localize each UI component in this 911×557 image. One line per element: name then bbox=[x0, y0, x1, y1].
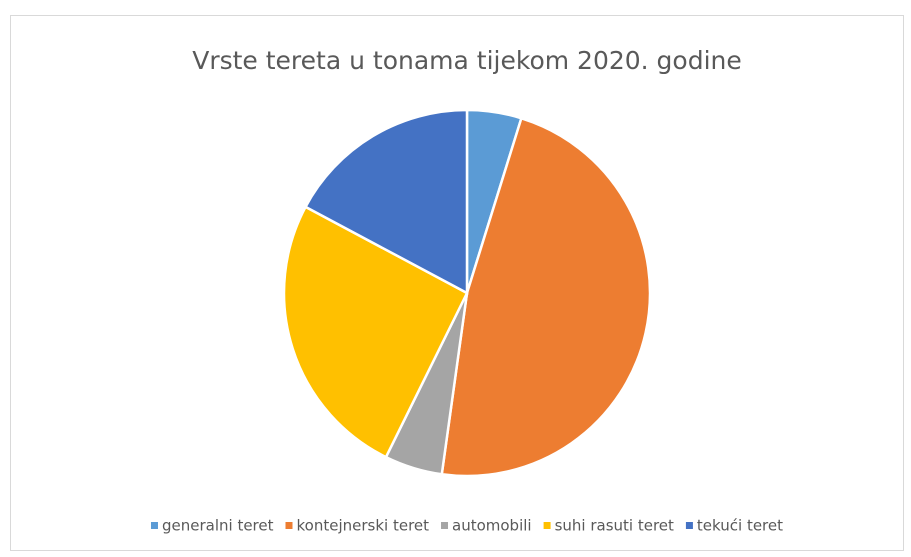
legend-label: kontejnerski teret bbox=[297, 517, 430, 535]
legend-swatch bbox=[543, 522, 551, 529]
legend-label: generalni teret bbox=[162, 517, 274, 535]
legend-label: tekući teret bbox=[697, 517, 783, 535]
pie-slice bbox=[440, 116, 652, 478]
legend-label: automobili bbox=[452, 517, 532, 535]
chart-title: Vrste tereta u tonama tijekom 2020. godi… bbox=[192, 46, 742, 75]
legend-label: suhi rasuti teret bbox=[555, 517, 674, 535]
pie-slice bbox=[303, 108, 469, 296]
legend-swatch bbox=[150, 522, 158, 529]
legend-swatch bbox=[685, 522, 693, 529]
legend-swatch bbox=[285, 522, 293, 529]
legend-swatch bbox=[441, 522, 449, 529]
